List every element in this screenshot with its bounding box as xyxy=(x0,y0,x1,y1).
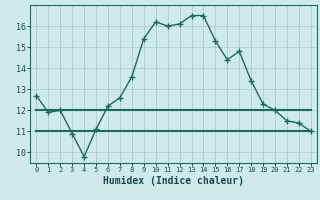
X-axis label: Humidex (Indice chaleur): Humidex (Indice chaleur) xyxy=(103,176,244,186)
